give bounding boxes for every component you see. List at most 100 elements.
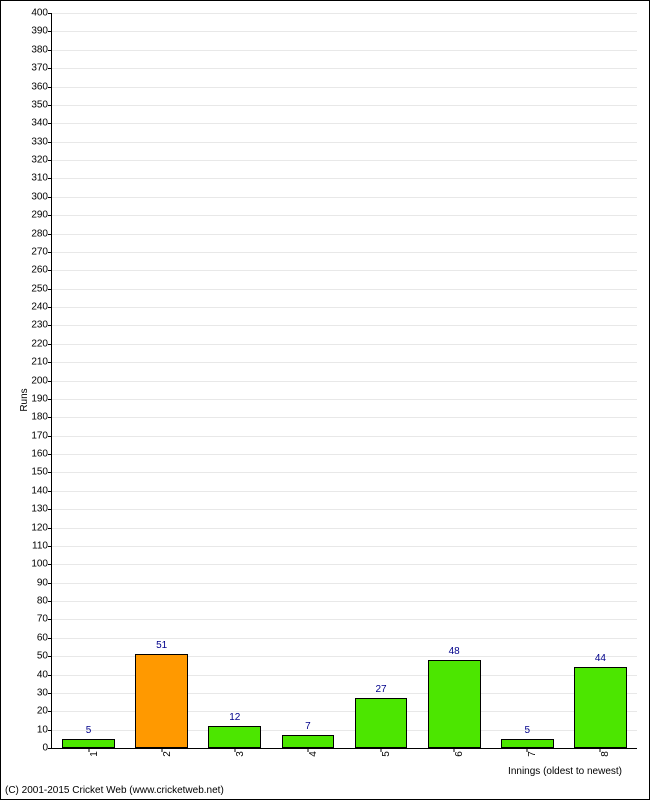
gridline <box>52 491 637 492</box>
gridline <box>52 68 637 69</box>
gridline <box>52 564 637 565</box>
y-tick-label: 50 <box>18 651 48 662</box>
x-tick-label: 4 <box>308 751 319 757</box>
y-tickmark <box>48 325 52 326</box>
gridline <box>52 178 637 179</box>
y-tickmark <box>48 252 52 253</box>
y-tick-label: 140 <box>18 485 48 496</box>
gridline <box>52 105 637 106</box>
gridline <box>52 528 637 529</box>
y-tick-label: 60 <box>18 632 48 643</box>
y-tick-label: 110 <box>18 540 48 551</box>
y-tickmark <box>48 234 52 235</box>
y-tickmark <box>48 142 52 143</box>
gridline <box>52 436 637 437</box>
y-tickmark <box>48 748 52 749</box>
plot-area: 0102030405060708090100110120130140150160… <box>51 13 637 749</box>
y-tickmark <box>48 13 52 14</box>
gridline <box>52 417 637 418</box>
bar-value-label: 5 <box>86 725 92 736</box>
bar <box>574 667 627 748</box>
y-tickmark <box>48 31 52 32</box>
y-tickmark <box>48 399 52 400</box>
gridline <box>52 619 637 620</box>
y-tickmark <box>48 307 52 308</box>
y-tick-label: 240 <box>18 302 48 313</box>
y-tick-label: 30 <box>18 687 48 698</box>
gridline <box>52 546 637 547</box>
bar-value-label: 5 <box>525 725 531 736</box>
y-tickmark <box>48 619 52 620</box>
y-tickmark <box>48 583 52 584</box>
gridline <box>52 123 637 124</box>
y-tickmark <box>48 546 52 547</box>
footer-copyright: (C) 2001-2015 Cricket Web (www.cricketwe… <box>5 785 224 796</box>
gridline <box>52 454 637 455</box>
y-tick-label: 100 <box>18 559 48 570</box>
gridline <box>52 270 637 271</box>
y-tickmark <box>48 289 52 290</box>
y-tickmark <box>48 344 52 345</box>
x-tick-label: 5 <box>381 751 392 757</box>
y-tick-label: 400 <box>18 8 48 19</box>
y-tick-label: 380 <box>18 44 48 55</box>
gridline <box>52 638 637 639</box>
gridline <box>52 87 637 88</box>
y-tick-label: 310 <box>18 173 48 184</box>
y-tick-label: 210 <box>18 357 48 368</box>
y-tick-label: 40 <box>18 669 48 680</box>
x-tick-label: 8 <box>600 751 611 757</box>
gridline <box>52 344 637 345</box>
y-tickmark <box>48 693 52 694</box>
y-tick-label: 120 <box>18 522 48 533</box>
y-tick-label: 320 <box>18 155 48 166</box>
y-tickmark <box>48 160 52 161</box>
bar-value-label: 12 <box>229 712 240 723</box>
y-tick-label: 160 <box>18 449 48 460</box>
y-tickmark <box>48 87 52 88</box>
y-tickmark <box>48 564 52 565</box>
y-tick-label: 70 <box>18 614 48 625</box>
bar <box>208 726 261 748</box>
y-tick-label: 20 <box>18 706 48 717</box>
gridline <box>52 31 637 32</box>
y-tickmark <box>48 215 52 216</box>
y-tick-label: 150 <box>18 467 48 478</box>
y-tick-label: 250 <box>18 283 48 294</box>
y-tickmark <box>48 675 52 676</box>
y-tick-label: 290 <box>18 210 48 221</box>
y-tickmark <box>48 711 52 712</box>
bar-value-label: 48 <box>449 646 460 657</box>
y-tickmark <box>48 491 52 492</box>
x-tick-label: 7 <box>527 751 538 757</box>
y-axis-label: Runs <box>19 388 30 411</box>
y-tick-label: 260 <box>18 265 48 276</box>
y-tick-label: 170 <box>18 430 48 441</box>
y-tickmark <box>48 197 52 198</box>
y-tickmark <box>48 178 52 179</box>
gridline <box>52 399 637 400</box>
bar <box>282 735 335 748</box>
gridline <box>52 601 637 602</box>
x-axis-label: Innings (oldest to newest) <box>508 766 622 777</box>
y-tick-label: 280 <box>18 228 48 239</box>
y-tickmark <box>48 123 52 124</box>
y-tick-label: 360 <box>18 81 48 92</box>
y-tick-label: 80 <box>18 596 48 607</box>
y-tick-label: 220 <box>18 338 48 349</box>
gridline <box>52 381 637 382</box>
y-tick-label: 340 <box>18 118 48 129</box>
gridline <box>52 325 637 326</box>
y-tickmark <box>48 381 52 382</box>
y-tickmark <box>48 730 52 731</box>
bar-value-label: 27 <box>376 684 387 695</box>
y-tick-label: 130 <box>18 504 48 515</box>
y-tick-label: 300 <box>18 191 48 202</box>
bar-value-label: 7 <box>305 721 311 732</box>
y-tick-label: 370 <box>18 63 48 74</box>
gridline <box>52 234 637 235</box>
y-tickmark <box>48 270 52 271</box>
y-tickmark <box>48 68 52 69</box>
bar-value-label: 44 <box>595 653 606 664</box>
gridline <box>52 13 637 14</box>
